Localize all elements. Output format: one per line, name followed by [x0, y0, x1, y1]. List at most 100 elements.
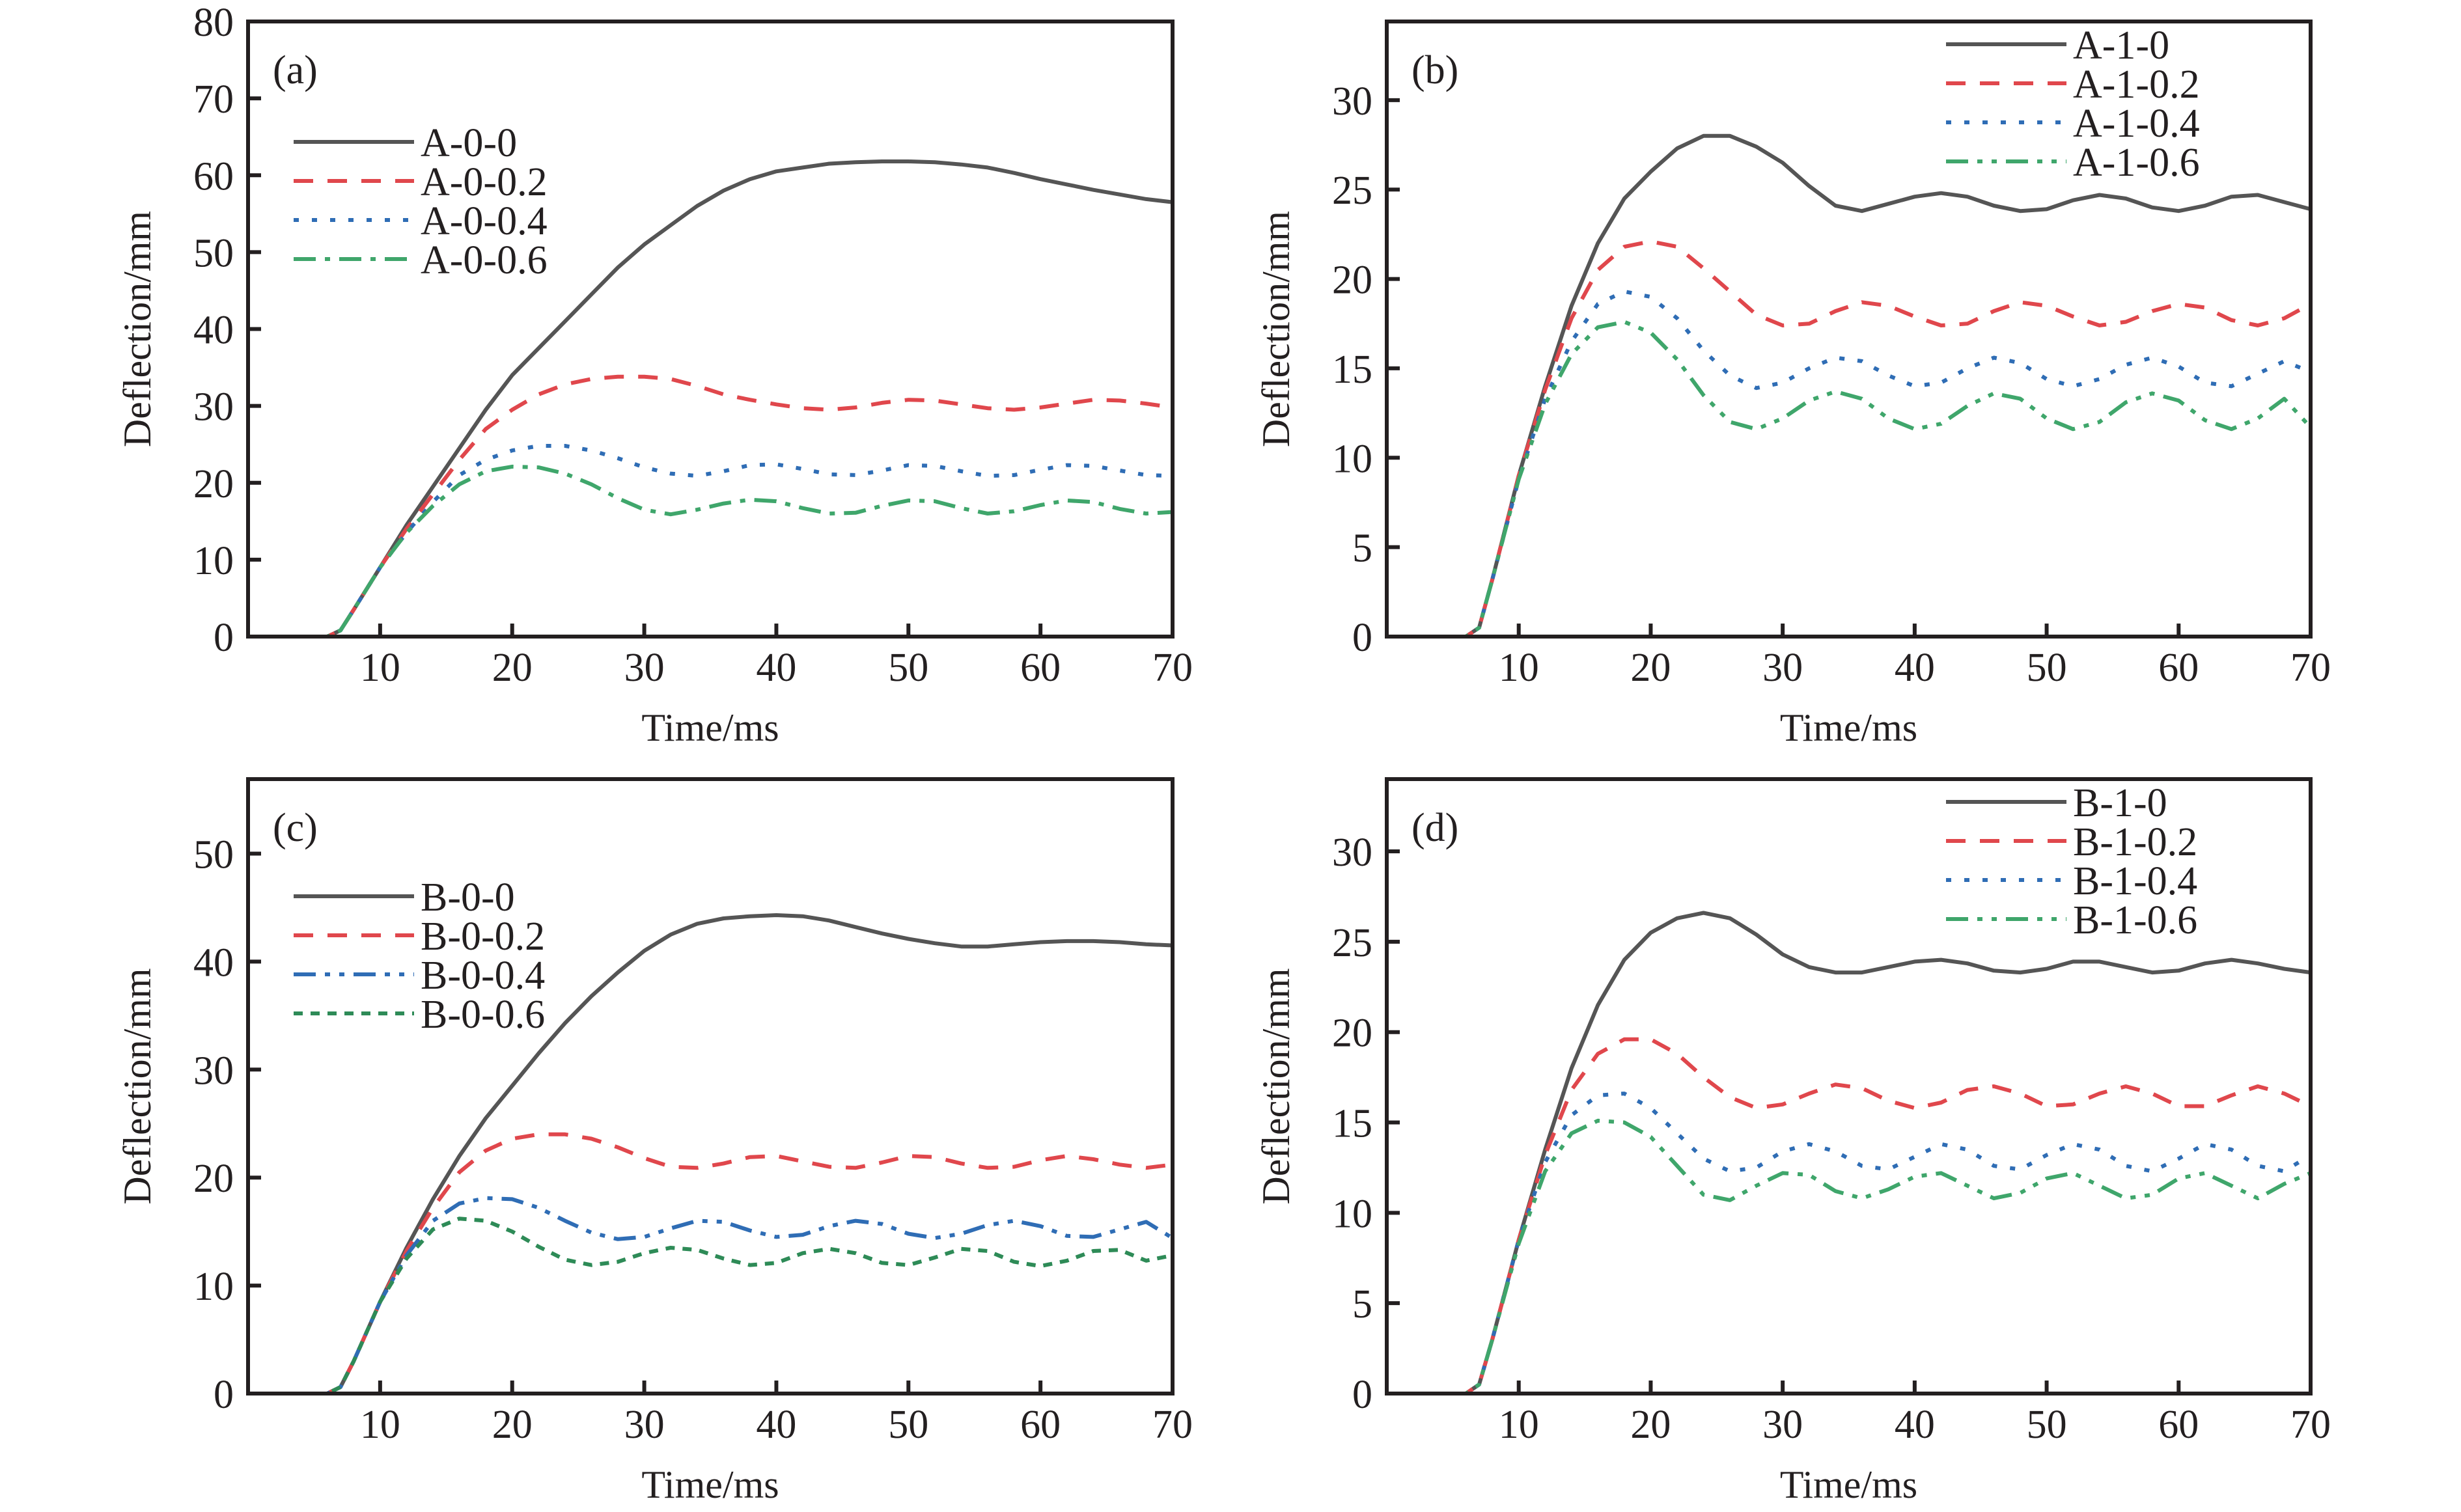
x-tick-label: 70 [2290, 1403, 2331, 1447]
x-tick-label: 20 [1630, 646, 1671, 690]
x-tick-label: 40 [1895, 1403, 1935, 1447]
series-line-A-1-0 [1387, 133, 2311, 639]
plot-frame [246, 20, 1175, 639]
panel-label: (b) [1411, 48, 1458, 92]
y-tick-label: 80 [193, 1, 234, 45]
plot-frame [246, 777, 1175, 1395]
panel-label: (a) [273, 48, 318, 92]
x-tick-label: 60 [2158, 1403, 2199, 1447]
x-axis-title: Time/ms [1780, 706, 1917, 749]
y-tick-label: 60 [193, 154, 234, 199]
series-line-A-0-0 [248, 159, 1173, 639]
y-tick-label: 15 [1332, 348, 1372, 392]
x-tick-label: 40 [1895, 646, 1935, 690]
x-tick-label: 10 [360, 646, 400, 690]
legend-label: B-1-0 [2073, 781, 2167, 825]
x-tick-label: 70 [1152, 646, 1193, 690]
y-tick-label: 30 [193, 1049, 234, 1093]
legend-label: A-1-0 [2073, 23, 2169, 68]
series-line-A-1-0.4 [1387, 289, 2312, 639]
panel-d: 10 20 30 40 50 60 70 0 5 10 15 20 25 30 Time/ms Deflect… [1255, 777, 2331, 1506]
x-tick-label: 50 [2027, 1403, 2067, 1447]
y-axis-title: Deflection/mm [116, 211, 159, 447]
x-tick-label: 30 [1762, 646, 1803, 690]
x-tick-label: 10 [1499, 1403, 1539, 1447]
y-tick-label: 5 [1352, 1282, 1372, 1326]
series-line-A-1-0.2 [1387, 239, 2312, 639]
y-tick-label: 20 [1332, 1011, 1372, 1056]
y-tick-label: 40 [193, 941, 234, 985]
x-tick-label: 60 [2158, 646, 2199, 690]
legend: A-0-0A-0-0.2A-0-0.4A-0-0.6 [294, 121, 548, 282]
x-tick-label: 20 [492, 1403, 533, 1447]
y-tick-label: 20 [193, 462, 234, 506]
y-axis-title: Deflection/mm [1255, 968, 1298, 1204]
legend-label: A-0-0 [421, 121, 517, 165]
y-tick-label: 10 [193, 1265, 234, 1309]
x-tick-label: 20 [492, 646, 533, 690]
legend-label: B-0-0 [421, 875, 515, 920]
series-line-A-0-0.2 [248, 374, 1173, 639]
y-tick-label: 15 [1332, 1102, 1372, 1146]
legend-label: B-0-0.6 [421, 993, 545, 1037]
x-axis-title: Time/ms [1780, 1463, 1917, 1506]
y-tick-label: 50 [193, 231, 234, 275]
y-tick-label: 10 [1332, 1192, 1372, 1236]
y-tick-label: 10 [193, 539, 234, 583]
y-tick-label: 10 [1332, 437, 1372, 481]
x-tick-label: 40 [756, 646, 796, 690]
y-tick-label: 40 [193, 309, 234, 353]
x-tick-label: 60 [1020, 646, 1061, 690]
plot-frame [1385, 20, 2313, 639]
y-tick-label: 25 [1332, 921, 1372, 965]
series-line-B-0-0.2 [248, 1132, 1173, 1395]
legend-label: A-0-0.6 [421, 238, 548, 282]
x-tick-label: 30 [624, 1403, 665, 1447]
x-tick-label: 30 [624, 646, 665, 690]
y-tick-label: 20 [193, 1157, 234, 1201]
y-tick-label: 30 [193, 385, 234, 430]
legend: A-1-0A-1-0.2A-1-0.4A-1-0.6 [1946, 23, 2200, 185]
y-tick-label: 20 [1332, 258, 1372, 303]
x-tick-label: 30 [1762, 1403, 1803, 1447]
y-tick-label: 0 [214, 1373, 234, 1417]
plot-frame [1385, 777, 2313, 1395]
panel-a: 10 20 30 40 50 60 70 0 10 20 30 40 50 60 70 80 Time/ms De… [116, 1, 1193, 749]
legend-label: A-0-0.2 [421, 160, 548, 204]
y-tick-label: 0 [214, 616, 234, 660]
y-axis-title: Deflection/mm [116, 968, 159, 1204]
y-tick-label: 50 [193, 832, 234, 877]
y-tick-label: 0 [1352, 1373, 1372, 1417]
series-line-B-1-0 [1387, 911, 2311, 1395]
x-tick-label: 50 [888, 1403, 928, 1447]
y-axis-title: Deflection/mm [1255, 211, 1298, 447]
legend: B-0-0B-0-0.2B-0-0.4B-0-0.6 [294, 875, 545, 1037]
x-tick-label: 60 [1020, 1403, 1061, 1447]
legend-label: B-1-0.6 [2073, 898, 2197, 942]
series-line-B-0-0.6 [248, 1216, 1173, 1395]
series-line-A-1-0.6 [1387, 320, 2313, 639]
legend-label: B-1-0.2 [2073, 820, 2197, 864]
y-tick-label: 30 [1332, 831, 1372, 875]
legend-label: B-0-0.4 [421, 954, 545, 998]
x-tick-label: 10 [360, 1403, 400, 1447]
series-line-A-0-0.4 [248, 444, 1173, 639]
series-line-B-1-0.6 [1387, 1118, 2312, 1395]
x-tick-label: 70 [1152, 1403, 1193, 1447]
panel-label: (c) [273, 806, 318, 850]
x-tick-label: 70 [2290, 646, 2331, 690]
x-axis-title: Time/ms [641, 1463, 779, 1506]
series-line-B-0-0.4 [248, 1196, 1174, 1395]
legend-label: A-1-0.6 [2073, 141, 2200, 185]
x-tick-label: 10 [1499, 646, 1539, 690]
panel-b: 10 20 30 40 50 60 70 0 5 10 15 20 25 30 Time/ms Deflect… [1255, 20, 2331, 749]
x-tick-label: 40 [756, 1403, 796, 1447]
legend-label: B-1-0.4 [2073, 859, 2197, 903]
y-tick-label: 25 [1332, 169, 1372, 213]
series-line-B-1-0.2 [1387, 1037, 2312, 1395]
series-line-A-0-0.6 [248, 464, 1173, 639]
series-line-B-0-0 [248, 913, 1173, 1395]
x-axis-title: Time/ms [641, 706, 779, 749]
y-tick-label: 5 [1352, 527, 1372, 571]
